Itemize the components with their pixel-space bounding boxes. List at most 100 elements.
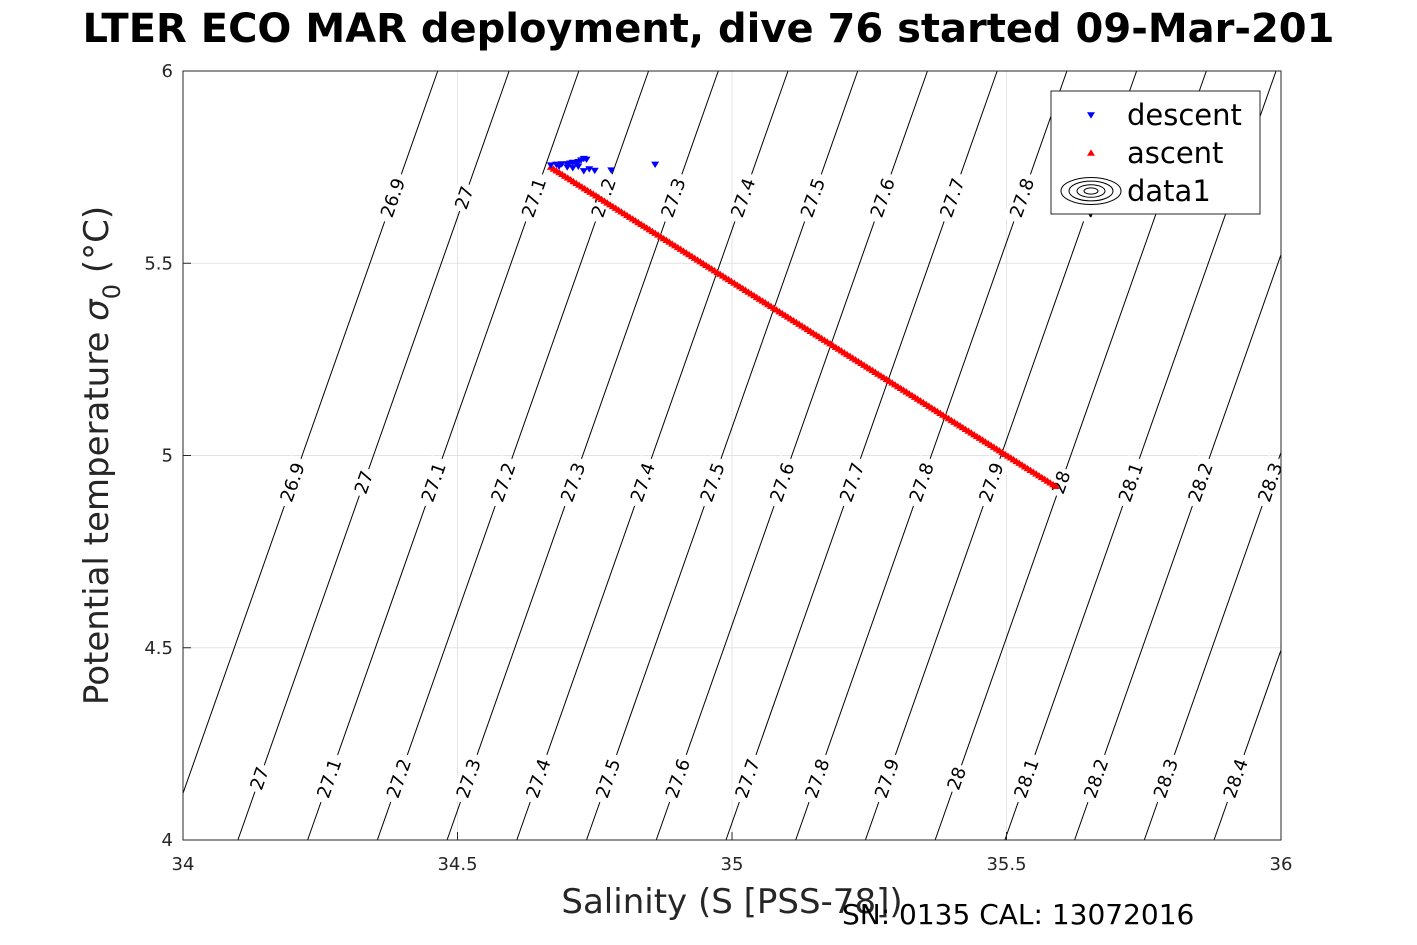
contour-label-text: 27.8 — [1006, 176, 1039, 221]
contour-label-27.9: 27.9 — [972, 455, 1011, 510]
contour-label-bg — [484, 455, 523, 510]
contour-label-bg — [868, 751, 906, 806]
contour-label-text: 27.5 — [797, 176, 830, 221]
legend-contour-marker — [1068, 180, 1114, 202]
contour-label-bg — [903, 455, 941, 510]
contour-label-text: 27.4 — [627, 460, 660, 505]
x-axis-label: Salinity (S [PSS-78]) — [561, 882, 902, 922]
tick-labels: 34 34.5 35 35.5 36 4 4.5 5 5.5 6 — [144, 61, 1292, 875]
contour-label-27.9: 27.9 — [868, 751, 906, 806]
serial-calibration-note: SN: 0135 CAL: 13072016 — [842, 898, 1195, 931]
descent-point — [607, 167, 616, 174]
contour-label-bg — [654, 170, 693, 226]
contour-label-bg — [554, 455, 592, 510]
descent-point — [555, 163, 564, 170]
contour-label-text: 28.3 — [1150, 756, 1183, 801]
contour-label-text: 28.4 — [1220, 756, 1253, 801]
legend-label-descent: descent — [1127, 98, 1242, 132]
x-tick-label: 34 — [172, 854, 195, 875]
y-tick-label: 5 — [162, 446, 173, 467]
contour-label-text: 27.7 — [936, 176, 969, 221]
contour-label-bg — [415, 455, 453, 510]
contour-label-bg — [310, 751, 349, 806]
contour-label-bg — [1251, 455, 1290, 510]
y-tick-label: 4.5 — [144, 638, 173, 659]
contour-label-28.1: 28.1 — [1007, 751, 1046, 806]
contour-label-bg — [273, 455, 312, 510]
legend: descent ascent data1 — [1050, 90, 1261, 215]
contour-label-bg — [624, 455, 662, 510]
contour-label-bg — [728, 751, 767, 806]
data-points — [546, 155, 1060, 490]
contour-label-text: 27.6 — [766, 460, 799, 505]
contour-label-bg — [833, 455, 871, 510]
contour-label-27.3: 27.3 — [450, 751, 488, 806]
contour-label-bg — [933, 170, 972, 226]
y-axis-label-symbol: σ — [77, 298, 117, 321]
descent-point — [546, 162, 555, 169]
contour-label-27.5: 27.5 — [794, 170, 832, 226]
descent-point — [563, 164, 572, 171]
contour-label-27: 27 — [348, 465, 380, 500]
descent-point — [579, 168, 588, 175]
y-tick-label: 6 — [162, 61, 173, 82]
contour-label-27.2: 27.2 — [380, 751, 418, 806]
contour-label-text: 27.3 — [657, 176, 690, 221]
contour-label-bg — [693, 455, 732, 510]
contour-label-27.7: 27.7 — [728, 751, 767, 806]
descent-point — [590, 167, 599, 175]
contour-label-27.6: 27.6 — [763, 455, 802, 510]
contour-line-28.4 — [1213, 649, 1282, 841]
contour-label-text: 26.9 — [377, 176, 410, 221]
contour-label-bg — [449, 181, 480, 215]
contour-label-bg — [794, 170, 832, 226]
legend-contour-marker — [1076, 184, 1106, 198]
y-axis-label-subscript: 0 — [98, 284, 126, 299]
x-tick-label: 35 — [721, 854, 744, 875]
contour-label-27.5: 27.5 — [693, 455, 732, 510]
descent-point — [582, 156, 591, 164]
contour-line-28.2 — [1074, 254, 1282, 841]
contour-label-27.2: 27.2 — [585, 170, 623, 226]
contour-label-bg — [1147, 751, 1185, 806]
contour-label-27.4: 27.4 — [624, 455, 662, 510]
contour-label-text: 27.6 — [662, 756, 695, 801]
contour-label-text: 27.1 — [313, 756, 346, 801]
legend-ascent-marker — [1087, 149, 1095, 156]
contour-label-text: 28.2 — [1185, 460, 1218, 505]
contour-label-27.8: 27.8 — [903, 455, 941, 510]
contour-label-bg — [1077, 751, 1115, 806]
contour-label-text: 27.9 — [975, 460, 1008, 505]
contour-label-bg — [798, 751, 837, 806]
legend-contour-marker — [1083, 187, 1099, 195]
x-tick-label: 34.5 — [437, 854, 477, 875]
contour-label-27: 27 — [449, 181, 480, 215]
contour-label-27: 27 — [244, 761, 275, 796]
contour-label-27.8: 27.8 — [1003, 170, 1041, 226]
contour-label-28: 28 — [941, 761, 972, 796]
legend-label-data1: data1 — [1127, 174, 1211, 208]
contour-label-bg — [374, 170, 412, 226]
contour-label-text: 28.2 — [1080, 756, 1113, 801]
contour-label-28.1: 28.1 — [1112, 455, 1150, 510]
contour-label-text: 27.2 — [383, 756, 416, 801]
contour-label-text: 27.7 — [836, 460, 869, 505]
contour-label-26.9: 26.9 — [374, 170, 412, 226]
contour-label-text: 27.9 — [871, 756, 904, 801]
contour-label-bg — [724, 170, 762, 226]
x-tick-label: 35.5 — [986, 854, 1026, 875]
contour-label-bg — [1046, 465, 1077, 500]
contour-label-bg — [1181, 455, 1220, 510]
contour-label-27.3: 27.3 — [654, 170, 693, 226]
contour-label-27.7: 27.7 — [933, 170, 972, 226]
legend-descent-marker — [1087, 112, 1095, 119]
legend-label-ascent: ascent — [1127, 136, 1223, 170]
contour-label-27.6: 27.6 — [659, 751, 697, 806]
y-axis-label-main: Potential temperature — [77, 321, 117, 705]
y-axis-label: Potential temperature σ0 (°C) — [77, 206, 126, 705]
contour-label-text: 28.3 — [1254, 460, 1287, 505]
contour-label-text: 27.1 — [518, 176, 551, 221]
contour-label-27.6: 27.6 — [864, 170, 902, 226]
y-axis-label-unit: (°C) — [77, 206, 117, 284]
contour-label-text: 27.6 — [867, 176, 900, 221]
